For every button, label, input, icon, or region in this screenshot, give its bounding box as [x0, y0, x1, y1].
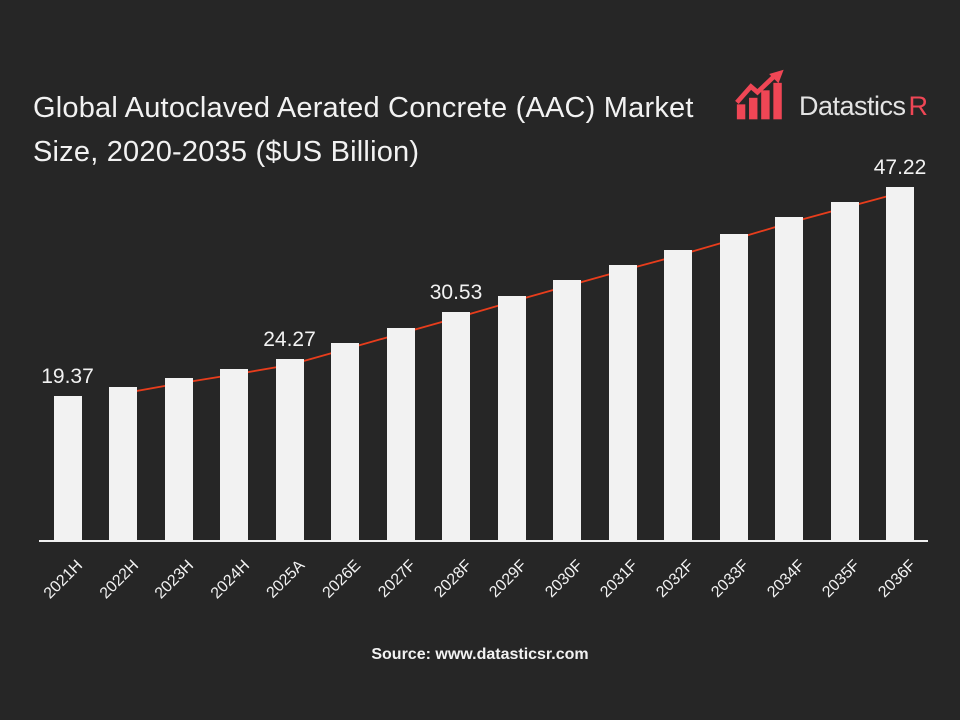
- x-label-2024H: 2024H: [207, 557, 254, 603]
- bar-2034F: [775, 217, 803, 541]
- bar-2026E: [331, 343, 359, 541]
- bar-2022H: [109, 387, 137, 541]
- chart-title: Global Autoclaved Aerated Concrete (AAC)…: [33, 92, 694, 168]
- x-label-2025A: 2025A: [263, 557, 309, 602]
- x-label-2029F: 2029F: [486, 557, 531, 602]
- source-text: Source: www.datasticsr.com: [371, 646, 589, 663]
- logo-suffix: R: [908, 91, 929, 121]
- x-label-2026E: 2026E: [319, 557, 365, 602]
- x-label-2035F: 2035F: [819, 557, 864, 602]
- bar-2029F: [497, 295, 526, 541]
- logo-text: Datastics R: [799, 93, 928, 122]
- x-label-2032F: 2032F: [652, 557, 698, 602]
- bar-2024H: [220, 368, 248, 541]
- bar-2023H: [164, 377, 193, 541]
- logo-brand: Datastics: [799, 91, 906, 121]
- data-label-2028F: 30.53: [429, 281, 483, 305]
- bar-2033F: [719, 233, 748, 541]
- bar-2036F: [886, 186, 914, 541]
- x-label-2028F: 2028F: [430, 557, 476, 602]
- bar-2030F: [553, 280, 581, 541]
- bar-2021H: [53, 395, 82, 541]
- bar-2035F: [830, 201, 859, 541]
- x-label-2034F: 2034F: [763, 557, 809, 602]
- x-label-2033F: 2033F: [708, 557, 753, 602]
- x-label-2021H: 2021H: [41, 557, 87, 603]
- x-label-2036F: 2036F: [874, 557, 920, 602]
- data-label-2025A: 24.27: [263, 327, 316, 351]
- x-label-2030F: 2030F: [541, 557, 587, 602]
- data-label-2036F: 47.22: [873, 155, 927, 179]
- bar-2031F: [608, 264, 637, 541]
- bar-2025A: [275, 358, 304, 541]
- logo: Datastics R: [735, 68, 928, 122]
- x-label-2027F: 2027F: [375, 557, 420, 602]
- bar-2032F: [664, 249, 692, 541]
- x-label-2023H: 2023H: [152, 557, 198, 603]
- bar-2028F: [442, 312, 470, 541]
- growth-bars-arrow-icon: [735, 69, 784, 120]
- x-label-2031F: 2031F: [597, 557, 642, 602]
- data-label-2021H: 19.37: [41, 364, 94, 388]
- bar-2027F: [386, 327, 415, 541]
- x-label-2022H: 2022H: [96, 557, 143, 603]
- x-axis-line: [39, 540, 928, 542]
